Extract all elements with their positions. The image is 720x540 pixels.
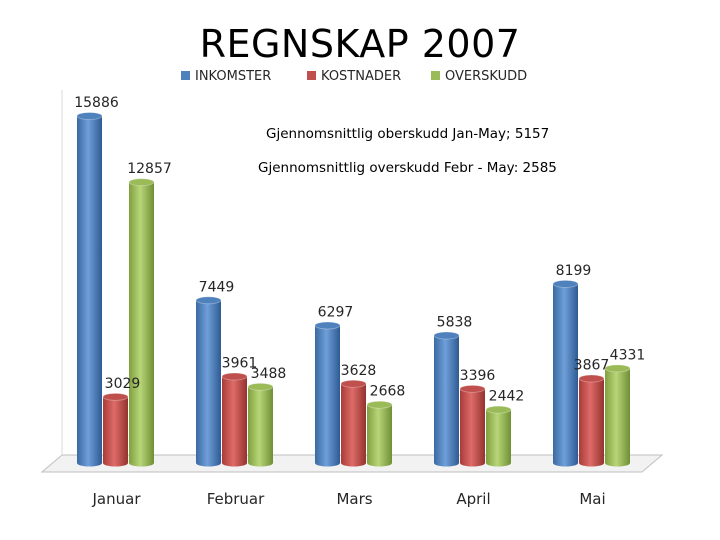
legend-label-overskudd: OVERSKUDD (445, 69, 527, 84)
data-label-inkomster-mars: 6297 (318, 304, 354, 320)
bar-overskudd-januar (128, 178, 155, 467)
legend-label-kostnader: KOSTNADER (321, 69, 401, 84)
data-label-kostnader-april: 3396 (460, 368, 496, 384)
bar-overskudd-mars (366, 400, 393, 467)
data-label-overskudd-april: 2442 (489, 389, 525, 405)
data-label-overskudd-februar: 3488 (251, 366, 287, 382)
data-label-kostnader-februar: 3961 (222, 355, 258, 371)
data-label-kostnader-mai: 3867 (574, 358, 610, 374)
bar-overskudd-februar (247, 382, 274, 467)
bar-inkomster-februar (195, 296, 222, 467)
category-label-mars: Mars (336, 490, 372, 508)
data-label-inkomster-april: 5838 (437, 314, 473, 330)
data-label-kostnader-januar: 3029 (105, 376, 141, 392)
bar-kostnader-mars (340, 379, 367, 467)
category-label-februar: Februar (207, 490, 265, 508)
data-label-overskudd-januar: 12857 (127, 161, 172, 177)
legend-swatch-overskudd (431, 71, 440, 80)
bar-inkomster-april (433, 331, 460, 467)
bar-inkomster-januar (76, 112, 103, 467)
annotation-avg-jan-may: Gjennomsnittlig oberskudd Jan-May; 5157 (266, 126, 549, 142)
legend: INKOMSTER KOSTNADER OVERSKUDD (181, 69, 527, 84)
category-label-januar: Januar (92, 490, 142, 508)
data-label-inkomster-januar: 15886 (74, 95, 119, 111)
bar-kostnader-januar (102, 392, 129, 467)
bar-inkomster-mars (314, 321, 341, 467)
chart-title: REGNSKAP 2007 (199, 22, 521, 66)
data-label-inkomster-mai: 8199 (556, 263, 592, 279)
category-label-april: April (456, 490, 490, 508)
category-label-mai: Mai (579, 490, 605, 508)
bar-overskudd-april (485, 405, 512, 467)
data-label-overskudd-mai: 4331 (610, 347, 646, 363)
data-label-inkomster-februar: 7449 (199, 279, 235, 295)
bar-kostnader-mai (578, 374, 605, 467)
legend-swatch-kostnader (307, 71, 316, 80)
data-label-kostnader-mars: 3628 (341, 363, 377, 379)
bar-overskudd-mai (604, 364, 631, 467)
annotation-avg-feb-may: Gjennomsnittlig overskudd Febr - May: 25… (258, 160, 557, 176)
bar-kostnader-februar (221, 372, 248, 467)
bar-kostnader-april (459, 384, 486, 467)
bar-inkomster-mai (552, 280, 579, 467)
legend-swatch-inkomster (181, 71, 190, 80)
data-label-overskudd-mars: 2668 (370, 384, 406, 400)
legend-label-inkomster: INKOMSTER (195, 69, 271, 84)
